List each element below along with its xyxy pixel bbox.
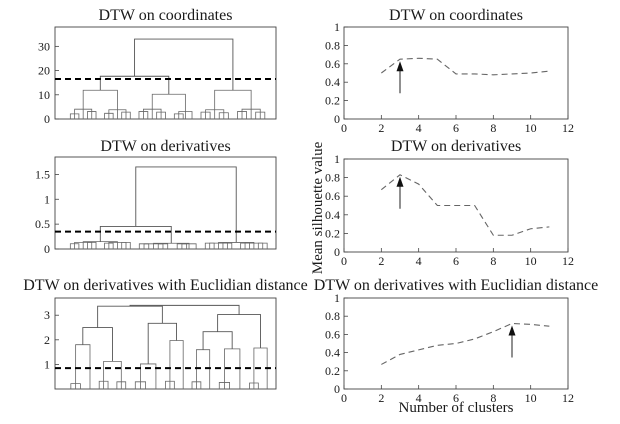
panel-title: DTW on derivatives with Euclidian distan… [314,277,599,294]
dendrogram-link [134,38,234,91]
y-tick-label: 0.2 [325,94,340,108]
y-tick-label: 0 [334,245,340,259]
x-tick-label: 12 [562,121,574,135]
y-tick-label: 1 [334,20,340,34]
silhouette-series-line [381,57,550,76]
dendrogram-link [217,314,261,349]
dendrogram-link [99,225,172,244]
x-tick-label: 8 [490,254,496,268]
y-tick-label: 0.8 [325,309,340,323]
y-tick-label: 1 [44,357,50,371]
dendrogram-2 [69,166,268,249]
y-tick-label: 0.2 [325,226,340,240]
y-tick-label: 0.4 [325,346,340,360]
x-tick-label: 8 [490,391,496,405]
panel-title: DTW on derivatives [100,138,230,155]
panel-title: DTW on derivatives with Euclidian distan… [23,277,308,294]
x-tick-label: 0 [341,254,347,268]
y-tick-label: 0.6 [325,189,340,203]
dendrogram-link [151,93,186,119]
shared-x-axis-label: Number of clusters [399,400,514,416]
dendrogram-link [218,242,255,249]
axes-frame-2 [54,156,277,250]
y-tick-label: 20 [38,64,50,78]
x-tick-label: 2 [378,254,384,268]
shared-y-axis-label: Mean silhouette value [310,141,326,274]
x-tick-label: 10 [525,254,537,268]
y-tick-label: 0 [44,242,50,256]
dendrogram-link [147,322,177,364]
y-tick-label: 2 [44,333,50,347]
y-tick-label: 1 [334,291,340,305]
y-tick-label: 1 [334,152,340,166]
dendrogram-1 [69,38,266,119]
dendrogram-link [214,89,252,119]
dendrogram-link [140,363,157,389]
dendrogram-link [103,361,122,389]
x-tick-label: 6 [453,254,459,268]
silhouette-lines-layer [380,57,550,365]
y-tick-label: 0.2 [325,364,340,378]
y-tick-label: 0.6 [325,57,340,71]
x-tick-label: 10 [525,121,537,135]
y-tick-label: 0.6 [325,327,340,341]
y-tick-label: 0 [44,112,50,126]
silhouette-series-line [381,322,550,365]
dendrogram-link [129,304,240,315]
panel-title: DTW on coordinates [389,7,523,24]
x-tick-label: 4 [416,391,422,405]
x-tick-label: 8 [490,121,496,135]
x-tick-label: 12 [562,254,574,268]
x-tick-label: 12 [562,391,574,405]
y-tick-label: 3 [44,308,50,322]
dendrogram-link [75,344,91,389]
optimum-arrow-head [396,61,404,72]
dendrogram-link [169,340,184,389]
optimum-arrow-head [508,325,516,336]
x-tick-label: 10 [525,391,537,405]
y-tick-label: 0.8 [325,38,340,52]
x-tick-label: 2 [378,121,384,135]
axes-frame-3 [54,297,277,390]
dendrogram-3 [70,304,268,389]
dendrogram-link [82,89,118,119]
dendrogram-link [196,349,211,389]
optimum-arrow-head [396,176,404,187]
y-tick-label: 0.5 [35,217,50,231]
y-tick-label: 1 [44,192,50,206]
x-tick-label: 0 [341,391,347,405]
x-tick-label: 4 [416,254,422,268]
silhouette-series-line [380,174,550,236]
x-tick-label: 0 [341,121,347,135]
axes-frame-6 [343,297,569,390]
y-tick-label: 0.4 [325,75,340,89]
y-tick-label: 1.5 [35,167,50,181]
dendrogram-link [135,166,237,243]
dendrogram-link [202,331,233,350]
x-tick-label: 4 [416,121,422,135]
x-tick-label: 6 [453,391,459,405]
panel-title: DTW on coordinates [99,7,233,24]
y-tick-label: 0.4 [325,208,340,222]
dendrogram-link [97,305,163,328]
dendrogram-layer [55,38,276,389]
y-tick-label: 30 [38,39,50,53]
y-tick-label: 0 [334,112,340,126]
x-tick-label: 2 [378,391,384,405]
axes-frame-1 [54,26,277,120]
y-tick-label: 10 [38,88,50,102]
panel-title: DTW on derivatives [391,138,521,155]
x-tick-label: 6 [453,121,459,135]
y-tick-label: 0 [334,382,340,396]
y-tick-label: 0.8 [325,171,340,185]
